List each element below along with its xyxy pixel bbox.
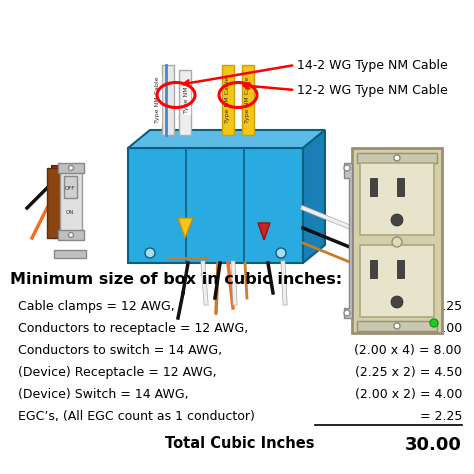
Circle shape — [394, 155, 400, 161]
Text: = 2.25: = 2.25 — [419, 410, 462, 423]
Circle shape — [145, 248, 155, 258]
Text: Minimum size of box in cubic inches:: Minimum size of box in cubic inches: — [10, 272, 342, 287]
Circle shape — [344, 310, 350, 316]
Text: 14-2 WG Type NM Cable: 14-2 WG Type NM Cable — [297, 58, 448, 72]
Text: (Device) Switch = 14 AWG,: (Device) Switch = 14 AWG, — [18, 388, 189, 401]
Bar — [60, 170, 82, 235]
Polygon shape — [258, 223, 270, 240]
Text: (2.25 x 2) = 4.50: (2.25 x 2) = 4.50 — [355, 366, 462, 379]
Circle shape — [69, 165, 73, 171]
Text: (2.25 x 4) = 9.00: (2.25 x 4) = 9.00 — [355, 322, 462, 335]
Bar — [397, 260, 404, 278]
Bar — [360, 245, 434, 317]
Text: OFF: OFF — [65, 185, 75, 191]
Circle shape — [276, 248, 286, 258]
Text: (2.25 x 1) = 2.25: (2.25 x 1) = 2.25 — [355, 300, 462, 313]
Text: 30.00: 30.00 — [405, 436, 462, 454]
Circle shape — [344, 165, 350, 171]
Bar — [397, 178, 404, 196]
Bar — [357, 153, 437, 163]
Polygon shape — [303, 130, 325, 263]
Polygon shape — [344, 163, 352, 318]
Text: ON: ON — [66, 210, 74, 216]
Text: Type NM: Type NM — [184, 87, 190, 113]
Text: Total Cubic Inches: Total Cubic Inches — [165, 436, 315, 451]
Bar — [357, 321, 437, 331]
Bar — [222, 65, 234, 135]
Bar — [352, 148, 442, 333]
Bar — [179, 70, 191, 135]
Text: Conductors to receptacle = 12 AWG,: Conductors to receptacle = 12 AWG, — [18, 322, 248, 335]
Text: Type NM Cable: Type NM Cable — [246, 77, 250, 123]
Polygon shape — [128, 148, 303, 263]
Bar — [58, 230, 84, 240]
Bar — [58, 163, 84, 173]
Text: (2.00 x 2) = 4.00: (2.00 x 2) = 4.00 — [355, 388, 462, 401]
Polygon shape — [178, 218, 193, 238]
Text: Type NM Cable: Type NM Cable — [155, 77, 161, 123]
Bar — [162, 65, 174, 135]
Text: Type NM Cable: Type NM Cable — [226, 77, 230, 123]
Bar — [52, 166, 80, 238]
Bar — [370, 260, 377, 278]
Bar — [242, 65, 254, 135]
Text: Conductors to switch = 14 AWG,: Conductors to switch = 14 AWG, — [18, 344, 222, 357]
Bar — [54, 250, 86, 258]
Bar — [64, 176, 77, 198]
Circle shape — [394, 323, 400, 329]
Text: (Device) Receptacle = 12 AWG,: (Device) Receptacle = 12 AWG, — [18, 366, 217, 379]
Circle shape — [391, 214, 403, 226]
Text: (2.00 x 4) = 8.00: (2.00 x 4) = 8.00 — [355, 344, 462, 357]
Polygon shape — [128, 130, 325, 148]
Text: 12-2 WG Type NM Cable: 12-2 WG Type NM Cable — [297, 83, 448, 97]
Circle shape — [392, 237, 402, 247]
Bar — [370, 178, 377, 196]
Text: Cable clamps = 12 AWG,: Cable clamps = 12 AWG, — [18, 300, 175, 313]
Circle shape — [69, 233, 73, 237]
Circle shape — [430, 319, 438, 327]
Circle shape — [391, 296, 403, 308]
Bar — [47, 168, 62, 238]
Text: EGC’s, (All EGC count as 1 conductor): EGC’s, (All EGC count as 1 conductor) — [18, 410, 255, 423]
Bar — [360, 163, 434, 235]
